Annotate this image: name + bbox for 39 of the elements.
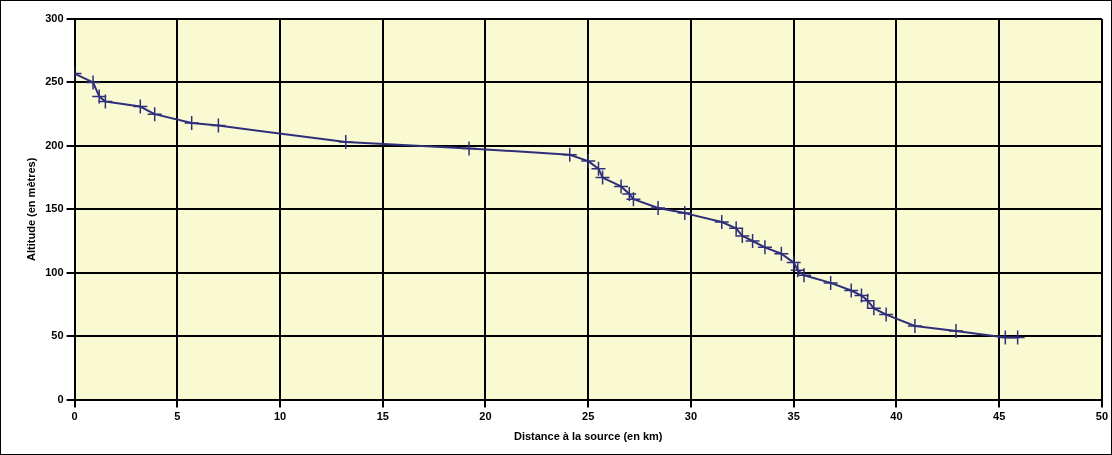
point <box>183 115 200 131</box>
y-tick-label: 0 <box>57 392 64 405</box>
point <box>210 117 227 134</box>
y-tick-label: 250 <box>45 75 64 88</box>
point <box>997 329 1014 346</box>
point <box>843 282 859 299</box>
point <box>757 239 773 256</box>
y-tick-label: 100 <box>45 265 64 278</box>
point <box>132 98 149 115</box>
x-tick-label: 40 <box>890 410 903 423</box>
x-tick-label: 20 <box>479 410 492 423</box>
y-axis-title: Altitude (en mètres) <box>24 157 37 261</box>
point <box>773 245 790 262</box>
y-tick-label: 300 <box>45 12 64 25</box>
point <box>714 214 730 230</box>
point <box>744 233 761 249</box>
x-axis-title: Distance à la source (en km) <box>513 430 663 443</box>
x-tick-label: 0 <box>71 410 78 423</box>
point <box>461 140 477 157</box>
x-tick-label: 45 <box>993 410 1006 423</box>
point <box>146 106 163 122</box>
y-tick-label: 200 <box>45 138 64 151</box>
y-tick-label: 150 <box>45 202 64 215</box>
x-tick-label: 15 <box>376 410 389 423</box>
point <box>1009 329 1026 346</box>
point <box>677 205 693 221</box>
point <box>907 318 923 334</box>
x-tick-label: 5 <box>174 410 181 423</box>
point <box>822 275 839 291</box>
point <box>561 147 578 163</box>
x-tick-label: 10 <box>273 410 287 423</box>
x-tick-label: 30 <box>684 410 698 423</box>
point <box>85 74 101 91</box>
y-tick-label: 50 <box>51 329 64 342</box>
x-tick-label: 35 <box>787 410 800 423</box>
x-tick-label: 50 <box>1095 410 1109 423</box>
x-tick-label: 25 <box>582 410 595 423</box>
point <box>650 200 666 216</box>
point <box>878 306 894 323</box>
